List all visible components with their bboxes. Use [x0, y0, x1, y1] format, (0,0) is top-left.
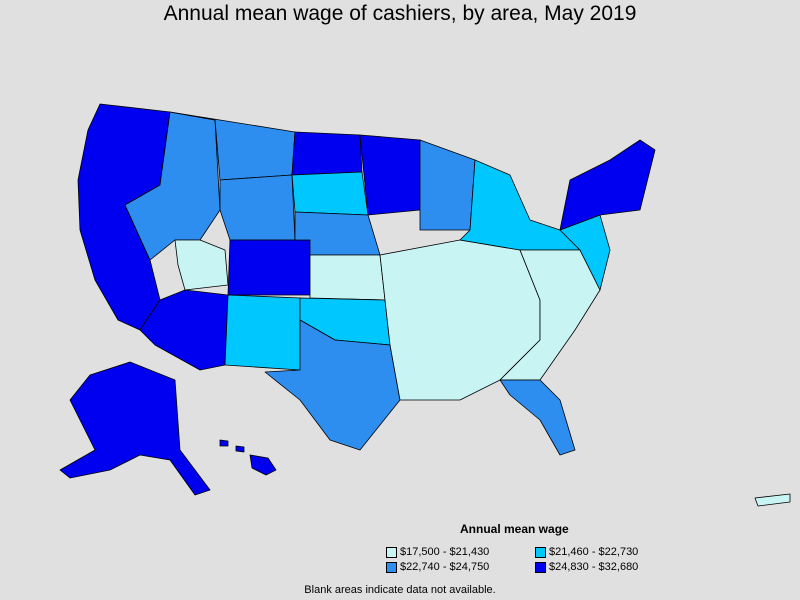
legend-swatch — [535, 561, 546, 573]
footnote: Blank areas indicate data not available. — [304, 584, 496, 596]
legend-label: $21,460 - $22,730 — [549, 546, 639, 558]
region-hawaii-islands — [219, 439, 245, 453]
legend-swatch — [386, 561, 397, 573]
legend-item-tier3: $22,740 - $24,750 — [386, 561, 489, 573]
legend-item-tier1: $17,500 - $21,430 — [386, 546, 489, 558]
region-colorado — [227, 239, 311, 296]
region-upper-midwest — [419, 139, 476, 231]
region-utah — [174, 239, 229, 291]
region-north-dakota — [291, 131, 363, 176]
legend-swatch — [386, 546, 397, 558]
region-puerto-rico — [754, 493, 791, 507]
legend-label: $24,830 - $32,680 — [549, 561, 639, 573]
region-florida — [499, 379, 576, 456]
region-south-dakota — [291, 171, 369, 216]
region-northeast — [559, 139, 656, 231]
region-kansas — [309, 254, 386, 301]
region-wyoming — [219, 174, 296, 241]
region-minnesota — [359, 134, 421, 216]
region-new-mexico — [224, 294, 301, 371]
legend-swatch — [535, 546, 546, 558]
legend-item-tier4: $24,830 - $32,680 — [535, 561, 638, 573]
map-title: Annual mean wage of cashiers, by area, M… — [163, 2, 637, 25]
region-hawaii — [249, 454, 277, 476]
region-alaska — [59, 361, 211, 496]
legend-title: Annual mean wage — [460, 522, 569, 536]
legend-item-tier2: $21,460 - $22,730 — [535, 546, 638, 558]
region-great-lakes — [459, 159, 581, 251]
legend-label: $22,740 - $24,750 — [400, 561, 490, 573]
legend-label: $17,500 - $21,430 — [400, 546, 490, 558]
